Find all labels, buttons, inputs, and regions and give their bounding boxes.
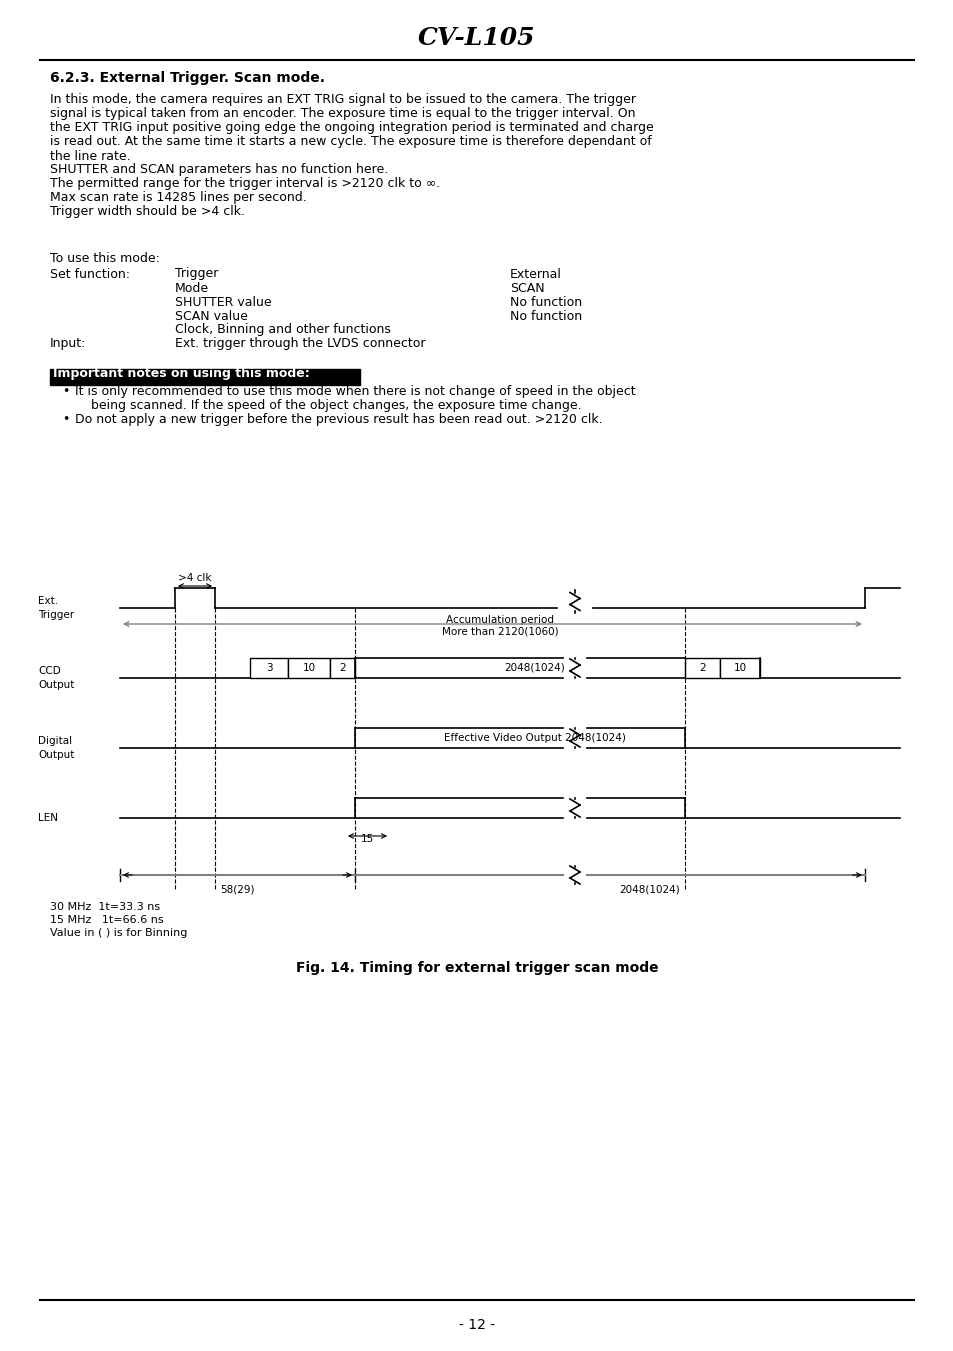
Text: Effective Video Output 2048(1024): Effective Video Output 2048(1024)	[443, 734, 625, 743]
Text: Input:: Input:	[50, 338, 87, 350]
Text: Digital: Digital	[38, 736, 72, 746]
Text: Max scan rate is 14285 lines per second.: Max scan rate is 14285 lines per second.	[50, 192, 307, 204]
Text: 2048(1024): 2048(1024)	[504, 663, 565, 673]
Text: •: •	[62, 385, 70, 399]
Text: 58(29): 58(29)	[220, 884, 254, 894]
Text: 15 MHz   1t=66.6 ns: 15 MHz 1t=66.6 ns	[50, 915, 164, 925]
Text: •: •	[62, 413, 70, 427]
Text: CCD: CCD	[38, 666, 61, 676]
Bar	[250, 658, 288, 678]
Text: Important notes on using this mode:: Important notes on using this mode:	[53, 366, 310, 380]
Text: 10: 10	[302, 663, 315, 673]
Text: signal is typical taken from an encoder. The exposure time is equal to the trigg: signal is typical taken from an encoder.…	[50, 108, 635, 120]
Text: 2: 2	[699, 663, 705, 673]
Text: SCAN: SCAN	[510, 281, 544, 295]
Text: CV-L105: CV-L105	[417, 26, 536, 50]
Text: SCAN value: SCAN value	[174, 309, 248, 323]
Text: Ext.: Ext.	[38, 596, 58, 607]
Bar	[288, 658, 330, 678]
Bar	[684, 658, 720, 678]
Text: 2: 2	[339, 663, 345, 673]
Text: It is only recommended to use this mode when there is not change of speed in the: It is only recommended to use this mode …	[75, 385, 635, 399]
Text: To use this mode:: To use this mode:	[50, 251, 160, 265]
Bar	[50, 369, 359, 385]
Text: Value in ( ) is for Binning: Value in ( ) is for Binning	[50, 928, 187, 938]
Text: The permitted range for the trigger interval is >2120 clk to ∞.: The permitted range for the trigger inte…	[50, 177, 439, 190]
Text: 3: 3	[265, 663, 272, 673]
Text: LEN: LEN	[38, 813, 58, 823]
Text: More than 2120(1060): More than 2120(1060)	[441, 627, 558, 638]
Text: 30 MHz  1t=33.3 ns: 30 MHz 1t=33.3 ns	[50, 902, 160, 912]
Text: 2048(1024): 2048(1024)	[619, 884, 679, 894]
Text: being scanned. If the speed of the object changes, the exposure time change.: being scanned. If the speed of the objec…	[75, 400, 581, 412]
Text: the line rate.: the line rate.	[50, 150, 131, 162]
Text: Trigger: Trigger	[38, 611, 74, 620]
Text: Fig. 14. Timing for external trigger scan mode: Fig. 14. Timing for external trigger sca…	[295, 961, 658, 975]
Text: SHUTTER and SCAN parameters has no function here.: SHUTTER and SCAN parameters has no funct…	[50, 163, 388, 177]
Text: No function: No function	[510, 309, 581, 323]
Text: Set function:: Set function:	[50, 267, 130, 281]
Bar	[720, 658, 760, 678]
Bar	[330, 658, 355, 678]
Text: Accumulation period: Accumulation period	[446, 615, 554, 626]
Text: 6.2.3. External Trigger. Scan mode.: 6.2.3. External Trigger. Scan mode.	[50, 72, 325, 85]
Text: SHUTTER value: SHUTTER value	[174, 296, 272, 308]
Text: >4 clk: >4 clk	[178, 573, 212, 584]
Text: Mode: Mode	[174, 281, 209, 295]
Text: Ext. trigger through the LVDS connector: Ext. trigger through the LVDS connector	[174, 338, 425, 350]
Text: - 12 -: - 12 -	[458, 1319, 495, 1332]
Text: Clock, Binning and other functions: Clock, Binning and other functions	[174, 323, 391, 336]
Text: Do not apply a new trigger before the previous result has been read out. >2120 c: Do not apply a new trigger before the pr…	[75, 413, 602, 427]
Text: External: External	[510, 267, 561, 281]
Text: Trigger: Trigger	[174, 267, 218, 281]
Text: Trigger width should be >4 clk.: Trigger width should be >4 clk.	[50, 205, 245, 219]
Text: In this mode, the camera requires an EXT TRIG signal to be issued to the camera.: In this mode, the camera requires an EXT…	[50, 93, 636, 107]
Text: the EXT TRIG input positive going edge the ongoing integration period is termina: the EXT TRIG input positive going edge t…	[50, 122, 653, 135]
Text: 10: 10	[733, 663, 746, 673]
Text: is read out. At the same time it starts a new cycle. The exposure time is theref: is read out. At the same time it starts …	[50, 135, 651, 149]
Text: No function: No function	[510, 296, 581, 308]
Text: 15: 15	[360, 834, 374, 844]
Text: Output: Output	[38, 750, 74, 761]
Text: Output: Output	[38, 680, 74, 690]
